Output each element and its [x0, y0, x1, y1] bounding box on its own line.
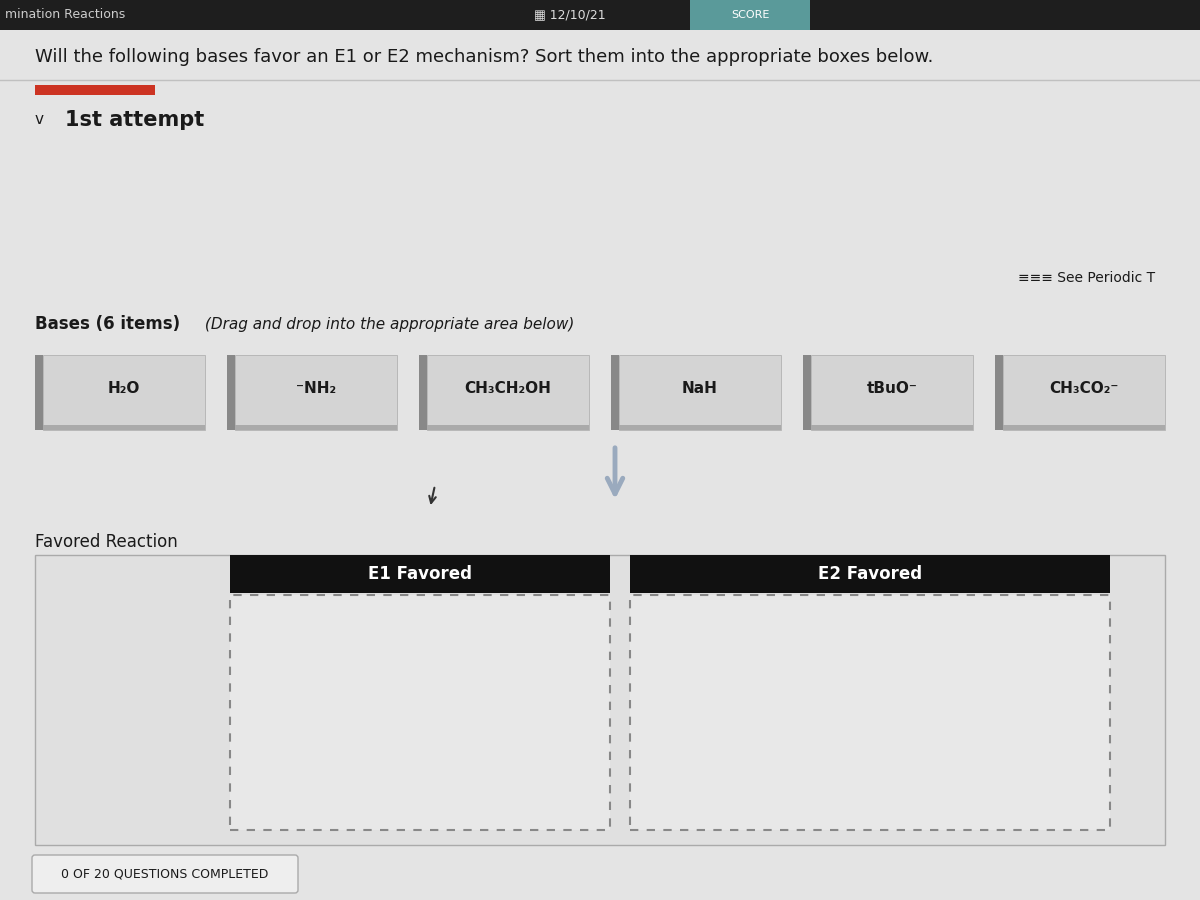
Bar — [43, 355, 205, 430]
Bar — [630, 555, 1110, 593]
Bar — [619, 355, 781, 430]
Text: Favored Reaction: Favored Reaction — [35, 533, 178, 551]
Bar — [611, 355, 619, 430]
Bar — [427, 355, 589, 430]
Bar — [35, 355, 43, 430]
Text: tBuO⁻: tBuO⁻ — [866, 381, 918, 396]
Text: ≡≡≡ See Periodic T: ≡≡≡ See Periodic T — [1018, 271, 1154, 285]
Bar — [630, 595, 1110, 830]
FancyBboxPatch shape — [32, 855, 298, 893]
Bar — [619, 425, 781, 430]
Bar — [235, 355, 397, 430]
Bar — [1003, 355, 1165, 430]
Bar — [230, 555, 610, 593]
Text: ⁻NH₂: ⁻NH₂ — [296, 381, 336, 396]
Text: Bases (6 items): Bases (6 items) — [35, 315, 180, 333]
Text: SCORE: SCORE — [731, 10, 769, 20]
Bar — [235, 425, 397, 430]
Bar — [995, 355, 1003, 430]
Bar — [427, 425, 589, 430]
Text: H₂O: H₂O — [108, 381, 140, 396]
Text: CH₃CH₂OH: CH₃CH₂OH — [464, 381, 552, 396]
Text: 0 OF 20 QUESTIONS COMPLETED: 0 OF 20 QUESTIONS COMPLETED — [61, 868, 269, 880]
Text: 1st attempt: 1st attempt — [65, 110, 204, 130]
Bar — [811, 355, 973, 430]
Text: ▦ 12/10/21: ▦ 12/10/21 — [534, 8, 606, 22]
Bar — [227, 355, 235, 430]
Bar — [35, 555, 1165, 845]
Text: Will the following bases favor an E1 or E2 mechanism? Sort them into the appropr: Will the following bases favor an E1 or … — [35, 48, 934, 66]
Bar — [803, 355, 811, 430]
Text: E2 Favored: E2 Favored — [818, 565, 922, 583]
Bar — [35, 85, 155, 95]
Text: mination Reactions: mination Reactions — [5, 8, 125, 22]
Bar — [811, 425, 973, 430]
Bar — [419, 355, 427, 430]
Bar — [230, 595, 610, 830]
Bar — [43, 425, 205, 430]
Text: NaH: NaH — [682, 381, 718, 396]
Text: E1 Favored: E1 Favored — [368, 565, 472, 583]
Text: (Drag and drop into the appropriate area below): (Drag and drop into the appropriate area… — [200, 317, 575, 331]
Text: v: v — [35, 112, 44, 128]
Bar — [0, 0, 1200, 30]
Bar — [1003, 425, 1165, 430]
Bar — [690, 0, 810, 30]
Text: CH₃CO₂⁻: CH₃CO₂⁻ — [1049, 381, 1118, 396]
